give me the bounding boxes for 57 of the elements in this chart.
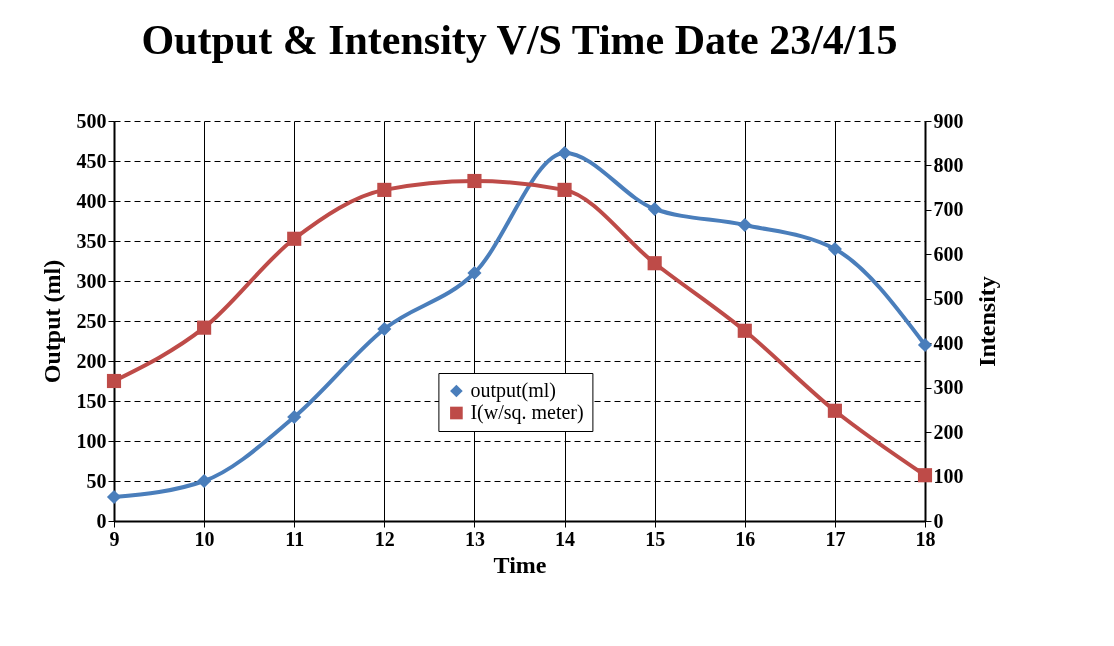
y2-tick-label: 0	[933, 509, 944, 532]
point	[106, 373, 122, 389]
y2-tick-label: 400	[933, 331, 964, 354]
x-axis-title: Time	[493, 551, 547, 578]
point	[557, 182, 572, 197]
y2-tick-label: 600	[933, 242, 964, 265]
y-tick-label: 500	[76, 109, 107, 132]
x-tick-label: 13	[464, 527, 485, 550]
point	[467, 265, 482, 281]
y-tick-label: 0	[96, 509, 107, 532]
point	[377, 321, 392, 337]
y-tick-label: 400	[76, 189, 107, 212]
y2-tick-label: 700	[933, 198, 964, 221]
y2-tick-label: 500	[933, 287, 964, 310]
point	[647, 201, 662, 217]
legend-label: output(ml)	[470, 379, 556, 402]
y2-tick-label: 300	[933, 376, 964, 399]
y-axis-title: Output (ml)	[38, 259, 65, 384]
point	[737, 323, 752, 338]
y2-tick-label: 800	[933, 153, 964, 176]
y-tick-label: 200	[76, 349, 107, 372]
point	[827, 241, 842, 257]
y-tick-label: 450	[76, 149, 107, 172]
y-tick-label: 100	[76, 429, 107, 452]
y-tick-label: 150	[76, 389, 107, 412]
y2-axis-title: Intensity	[973, 276, 1000, 367]
y-tick-label: 50	[86, 469, 107, 492]
point	[106, 489, 122, 505]
x-tick-label: 12	[374, 527, 395, 550]
point	[287, 231, 302, 246]
x-tick-label: 16	[735, 527, 756, 550]
y-tick-label: 350	[76, 229, 107, 252]
x-tick-label: 10	[194, 527, 215, 550]
point	[197, 320, 212, 335]
y2-tick-label: 100	[933, 465, 964, 488]
x-tick-label: 11	[285, 527, 305, 550]
chart-title: Output & Intensity V/S Time Date 23/4/15	[141, 17, 898, 63]
legend-label: I(w/sq. meter)	[470, 401, 584, 424]
point	[287, 409, 302, 425]
point	[467, 173, 482, 189]
x-tick-label: 15	[645, 527, 666, 550]
y2-tick-label: 900	[933, 109, 964, 132]
point	[197, 473, 212, 489]
y2-tick-label: 200	[933, 420, 964, 443]
y-tick-label: 300	[76, 269, 107, 292]
x-tick-label: 17	[825, 527, 846, 550]
x-tick-label: 18	[915, 527, 936, 550]
point	[917, 337, 933, 353]
point	[917, 468, 933, 483]
point	[377, 182, 392, 197]
point	[827, 403, 842, 418]
x-tick-label: 14	[555, 527, 576, 550]
y-tick-label: 250	[76, 309, 107, 332]
point	[647, 256, 662, 271]
point	[557, 145, 572, 161]
point	[737, 217, 752, 233]
x-tick-label: 9	[109, 527, 120, 550]
